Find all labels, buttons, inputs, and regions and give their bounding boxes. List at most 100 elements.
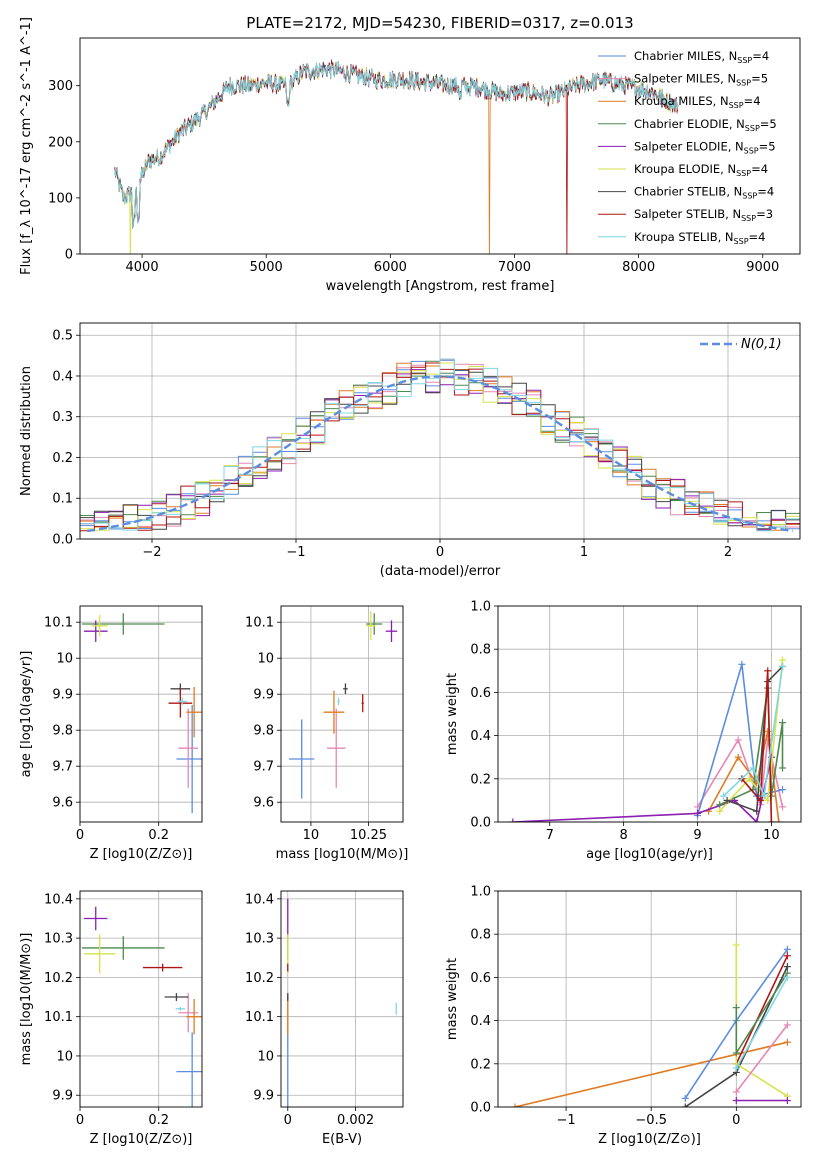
y-tick-label: 0.2	[470, 772, 491, 787]
weight-marker-salpeter-miles	[734, 736, 742, 744]
y-axis-label: mass weight	[445, 958, 460, 1040]
y-tick-label: 1.0	[470, 885, 491, 900]
x-tick-label: 0	[76, 1113, 84, 1128]
weight-marker-kroupa-elodie	[745, 775, 753, 783]
errorbar-kroupa-miles	[186, 687, 202, 738]
weight-line-salpeter-miles	[735, 1024, 789, 1093]
x-axis-label: (data-model)/error	[380, 564, 501, 579]
errorbar-salpeter-elodie	[83, 620, 108, 642]
x-tick-label: 1	[580, 545, 588, 560]
errorbar-salpeter-stelib	[142, 963, 183, 972]
y-tick-label: 200	[48, 135, 73, 150]
weight-marker-kroupa-miles	[764, 727, 772, 735]
y-tick-label: 10.1	[44, 616, 73, 631]
errorbar-kroupa-stelib	[337, 697, 340, 705]
axes-frame	[79, 322, 801, 540]
x-tick-label: 0	[284, 1113, 292, 1128]
spectrum-panel: 4000 5000 6000 7000 8000 9000 0 100 200 300 wavele…	[19, 17, 801, 294]
x-tick-label: 0.2	[148, 828, 169, 843]
plot-area	[80, 358, 800, 533]
x-tick-label: 4000	[126, 260, 159, 275]
y-tick-label: 10.4	[245, 892, 274, 907]
grid	[79, 606, 202, 822]
weight-marker-chabrier-stelib	[753, 807, 761, 815]
errorbar-kroupa-elodie	[366, 611, 376, 641]
y-tick-label: 0.6	[470, 971, 491, 986]
y-tick-label: 0	[65, 248, 73, 263]
y-tick-label: 9.9	[52, 688, 73, 703]
x-tick-label: 8	[619, 828, 627, 843]
x-tick-label: 7	[546, 828, 554, 843]
weight-marker-salpeter-miles	[783, 1021, 791, 1029]
weight-marker-kroupa-miles	[734, 753, 742, 761]
weight-marker-chabrier-miles	[783, 945, 791, 953]
y-tick-label: 10	[257, 1049, 274, 1064]
y-tick-label: 10.3	[44, 932, 73, 947]
errorbar-salpeter-elodie	[83, 906, 108, 931]
plot-area	[287, 898, 397, 1107]
errorbar-salpeter-miles	[178, 708, 199, 788]
y-tick-label: 10.1	[245, 616, 274, 631]
weight-marker-salpeter-elodie	[509, 818, 517, 822]
age-vs-metallicity-panel: 0 0.2 9.6 9.7 9.8 9.9 10 10.1 Z [log10(Z/Z⊙)] age…	[19, 605, 203, 862]
y-tick-label: 0.4	[470, 729, 491, 744]
weight-marker-kroupa-stelib	[779, 662, 787, 670]
plot-area	[114, 59, 679, 254]
legend-entry-salpeter-stelib: Salpeter STELIB, NSSP=3	[634, 207, 773, 223]
plot-area	[509, 656, 787, 822]
weight-marker-kroupa-stelib	[783, 973, 791, 981]
errorbar-kroupa-miles	[186, 999, 202, 1035]
errorbar-kroupa-elodie	[83, 934, 116, 974]
axes-frame	[497, 890, 802, 1108]
errorbar-chabrier-miles	[176, 705, 202, 813]
axes-frame	[79, 605, 203, 823]
weight-marker-chabrier-miles	[681, 1094, 689, 1102]
y-tick-label: 0.4	[52, 369, 73, 384]
legend-entry-salpeter-miles: Salpeter MILES, NSSP=5	[634, 72, 768, 88]
legend-entry-normal: N(0,1)	[741, 337, 782, 352]
weight-line-kroupa-stelib	[722, 666, 784, 800]
y-tick-label: 0.4	[470, 1014, 491, 1029]
plot-area	[81, 613, 202, 813]
x-tick-label: 0.002	[337, 1113, 374, 1128]
spectrum-line-kroupa-elodie	[114, 62, 679, 254]
x-tick-label: 9	[693, 828, 701, 843]
weight-marker-kroupa-stelib	[732, 1064, 740, 1072]
y-tick-label: 0.3	[52, 410, 73, 425]
errorbar-salpeter-elodie	[385, 620, 398, 642]
grid	[281, 891, 403, 1107]
weight-marker-salpeter-elodie	[694, 809, 702, 817]
histogram-kroupa-stelib	[80, 358, 800, 532]
errorbar-chabrier-stelib	[343, 683, 348, 695]
x-tick-label: 10	[303, 828, 320, 843]
mass-vs-metallicity-panel: 0 0.2 9.9 10 10.1 10.2 10.3 10.4 Z [log10(Z/Z⊙)]…	[19, 890, 203, 1147]
mass-weight-vs-age-panel: 7 8 9 10 0.0 0.2 0.4 0.6 0.8 1.0 age [log10(age/yr…	[445, 600, 802, 862]
errorbar-kroupa-stelib	[177, 697, 188, 705]
weight-marker-salpeter-stelib	[756, 796, 764, 804]
mass-vs-reddening-panel: 0 0.002 9.9 10 10.1 10.2 10.3 10.4 E(B-V)	[245, 890, 404, 1147]
weight-marker-chabrier-elodie	[732, 1004, 740, 1012]
y-tick-label: 9.6	[253, 796, 274, 811]
y-axis-label: Flux [f_λ 10^-17 erg cm^-2 s^-1 A^-1]	[19, 17, 34, 275]
y-tick-label: 10.3	[245, 932, 274, 947]
errorbar-salpeter-stelib	[361, 694, 364, 713]
weight-marker-chabrier-elodie	[716, 801, 724, 809]
x-tick-label: −1	[557, 1113, 576, 1128]
legend-entry-kroupa-miles: Kroupa MILES, NSSP=4	[634, 94, 761, 110]
y-tick-label: 10.1	[245, 1010, 274, 1025]
x-tick-label: 0	[732, 1113, 740, 1128]
errorbar-kroupa-miles	[323, 690, 345, 734]
weight-marker-kroupa-miles	[783, 1038, 791, 1046]
x-axis-label: Z [log10(Z/Z⊙)]	[90, 1132, 193, 1147]
y-tick-label: 9.8	[253, 724, 274, 739]
y-tick-label: 9.9	[253, 1089, 274, 1104]
age-vs-mass-panel: 10 10.25 9.6 9.7 9.8 9.9 10 10.1 mass [log10(M/M…	[245, 605, 409, 862]
y-tick-label: 9.6	[52, 796, 73, 811]
weight-line-kroupa-stelib	[735, 977, 789, 1069]
weight-marker-kroupa-miles	[775, 818, 783, 822]
y-tick-label: 9.7	[253, 760, 274, 775]
axes-frame	[280, 890, 404, 1108]
x-axis-label: mass [log10(M/M⊙)]	[276, 847, 409, 862]
errorbar-salpeter-stelib	[168, 688, 193, 718]
weight-marker-chabrier-stelib	[723, 796, 731, 804]
